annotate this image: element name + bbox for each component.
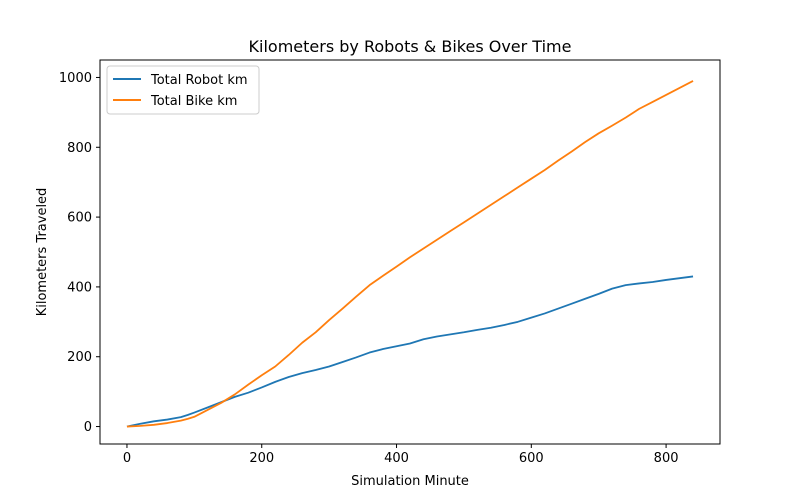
y-tick-label: 600 [67, 211, 92, 226]
y-tick-label: 1000 [59, 71, 92, 86]
legend-label-bike: Total Bike km [150, 94, 237, 109]
x-axis-title: Simulation Minute [351, 474, 469, 489]
chart-title: Kilometers by Robots & Bikes Over Time [249, 37, 572, 56]
x-axis: 0 200 400 600 800 [123, 444, 679, 466]
x-tick-label: 800 [654, 451, 679, 466]
series-line-0 [126, 275, 694, 428]
legend: Total Robot km Total Bike km [106, 65, 260, 115]
y-axis: 0 200 400 600 800 1000 [59, 71, 100, 435]
y-tick-label: 400 [67, 280, 92, 295]
y-axis-title: Kilometers Traveled [35, 188, 50, 317]
x-tick-label: 600 [519, 451, 544, 466]
x-tick-label: 400 [384, 451, 409, 466]
legend-label-robot: Total Robot km [150, 73, 248, 88]
plot-frame [99, 59, 721, 445]
series-line-1 [126, 80, 694, 428]
legend-box [106, 65, 260, 115]
x-tick-label: 200 [249, 451, 274, 466]
series-layer [126, 80, 694, 428]
y-tick-label: 800 [67, 141, 92, 156]
y-tick-label: 0 [84, 420, 92, 435]
x-tick-label: 0 [123, 451, 131, 466]
y-tick-label: 200 [67, 350, 92, 365]
